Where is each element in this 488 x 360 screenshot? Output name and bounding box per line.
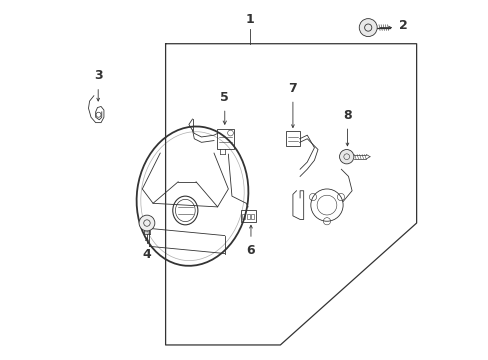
Text: 7: 7: [288, 82, 297, 95]
Bar: [240, 210, 255, 222]
Text: 8: 8: [343, 109, 351, 122]
Text: 6: 6: [246, 244, 255, 257]
Bar: [242, 214, 244, 219]
Bar: [250, 214, 253, 219]
Text: 4: 4: [142, 248, 151, 261]
Bar: [246, 214, 249, 219]
Text: 5: 5: [220, 91, 229, 104]
Circle shape: [339, 149, 353, 164]
Circle shape: [139, 215, 155, 231]
Bar: [285, 131, 299, 146]
Text: 3: 3: [94, 69, 102, 82]
Bar: [217, 129, 234, 149]
Circle shape: [359, 19, 376, 37]
Text: 2: 2: [398, 19, 407, 32]
Text: 1: 1: [245, 13, 254, 26]
